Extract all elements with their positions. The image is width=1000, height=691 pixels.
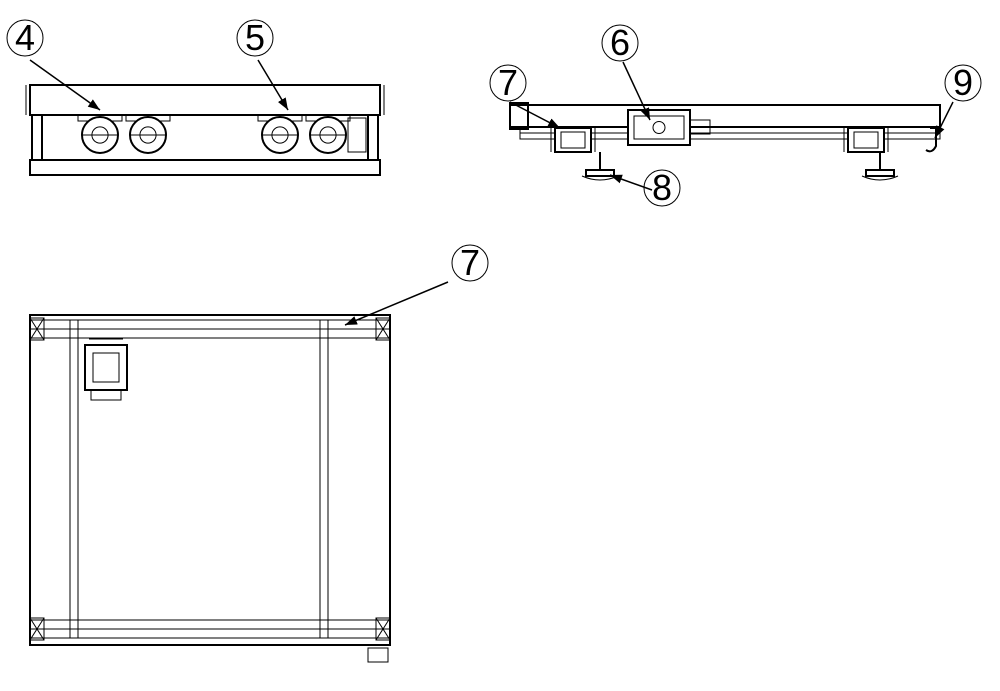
view-top-left [26,85,384,175]
base-plate [30,160,380,175]
top-plate [510,105,940,127]
hook [926,128,936,151]
callout-label-8: 8 [652,167,672,208]
leader-8 [610,175,652,190]
motor-plan [85,345,127,390]
view-bottom [30,315,390,662]
callout-label-9: 9 [953,62,973,103]
v-rail-2 [320,320,328,638]
top-plate [30,85,380,115]
view-right [510,103,940,180]
plan-foot [368,648,388,662]
motor [628,110,690,145]
callout-label-7b: 7 [460,242,480,283]
callout-label-7a: 7 [498,62,518,103]
callout-label-4: 4 [15,17,35,58]
foot-2 [866,170,894,176]
callout-label-6: 6 [610,22,630,63]
callout-label-5: 5 [245,17,265,58]
v-rail-1 [70,320,78,638]
foot-1 [586,170,614,176]
leader-7b [345,282,448,325]
